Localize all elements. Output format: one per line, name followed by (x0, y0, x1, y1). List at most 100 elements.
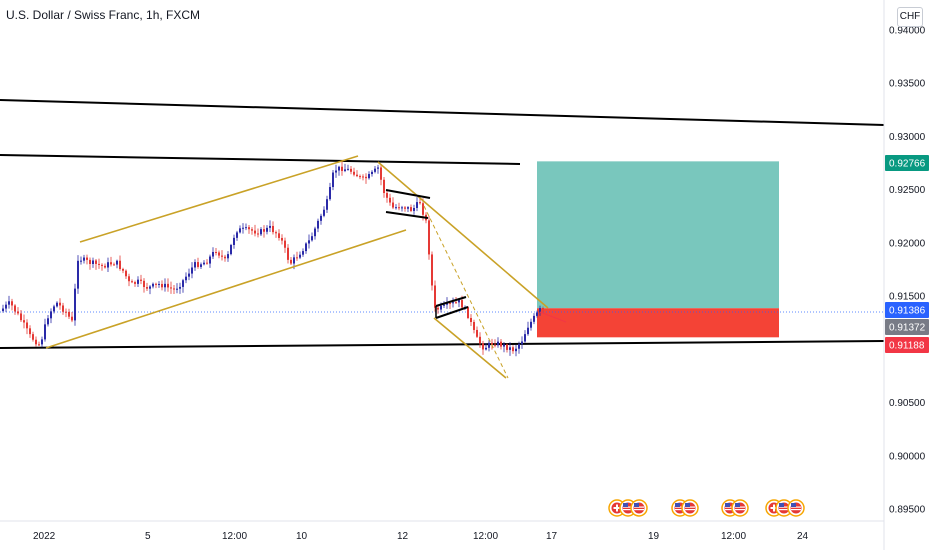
candle-body (128, 276, 130, 282)
time-axis[interactable]: 2022 5 12:00 10 12 12:00 17 19 12:00 24 (33, 531, 809, 542)
candle-body (494, 344, 496, 346)
candle-body (83, 257, 85, 261)
candle-body (2, 308, 4, 311)
candle-body (113, 264, 115, 266)
candle-body (473, 321, 475, 330)
falling-channel-upper-line[interactable] (377, 161, 549, 309)
candle-body (218, 252, 220, 256)
candle-body (542, 308, 544, 310)
candle-body (350, 168, 352, 172)
time-tick-label: 2022 (33, 531, 56, 542)
candle-body (56, 302, 58, 307)
candle-body (263, 229, 265, 232)
price-badge (885, 302, 929, 318)
price-tick-label: 0.89500 (889, 505, 926, 516)
candle-body (374, 168, 376, 172)
candle-body (71, 316, 73, 321)
candle-body (245, 227, 247, 229)
candle-body (101, 264, 103, 266)
candle-body (530, 321, 532, 328)
horizontal-resistance-line[interactable] (0, 154, 521, 165)
candle-body (386, 193, 388, 198)
us-flag-icon[interactable] (681, 499, 699, 517)
candle-body (170, 287, 172, 289)
candle-body (335, 170, 337, 173)
candle-body (116, 260, 118, 265)
candle-body (290, 259, 292, 264)
candle-body (488, 342, 490, 348)
us-flag-icon[interactable] (775, 499, 793, 517)
price-tick-label: 0.90000 (889, 451, 926, 462)
candle-body (197, 262, 199, 267)
candle-body (164, 283, 166, 288)
upper-resistance-line[interactable] (0, 99, 885, 126)
candle-body (506, 344, 508, 350)
candle-body (452, 302, 454, 304)
flag2-upper-line[interactable] (435, 296, 467, 307)
time-tick-label: 12:00 (222, 531, 247, 542)
candle-body (503, 344, 505, 347)
candle-body (380, 167, 382, 180)
candle-body (146, 287, 148, 289)
candle-body (269, 225, 271, 228)
candle-body (68, 311, 70, 317)
candle-body (314, 228, 316, 237)
candle-body (377, 167, 379, 169)
candle-body (482, 343, 484, 350)
candle-body (194, 262, 196, 268)
take-profit-zone[interactable] (537, 161, 779, 309)
candle-body (428, 220, 430, 255)
candle-body (23, 320, 25, 323)
candle-body (140, 279, 142, 281)
candle-body (383, 179, 385, 194)
candle-body (293, 257, 295, 264)
candle-body (257, 233, 259, 235)
candle-body (14, 305, 16, 312)
support-line[interactable] (0, 340, 885, 349)
price-badge-label: 0.91372 (889, 323, 926, 334)
us-flag-icon[interactable] (630, 499, 648, 517)
candle-body (518, 344, 520, 349)
candle-body (125, 270, 127, 277)
candle-body (437, 307, 439, 310)
channel-lower-line[interactable] (45, 229, 407, 349)
candle-body (416, 202, 418, 208)
drawn-trendlines[interactable] (0, 99, 885, 349)
candle-body (458, 300, 460, 303)
candle-body (80, 260, 82, 262)
falling-channel-lower-line[interactable] (433, 317, 507, 379)
candle-body (173, 288, 175, 290)
candle-body (131, 281, 133, 283)
candle-body (326, 199, 328, 210)
candle-body (371, 171, 373, 175)
flag-upper-line[interactable] (385, 189, 431, 199)
candle-body (17, 311, 19, 314)
time-tick-label: 24 (797, 531, 809, 542)
us-flag-icon[interactable] (731, 499, 749, 517)
flag-lower-line[interactable] (385, 211, 429, 219)
stop-loss-zone[interactable] (537, 308, 779, 338)
candle-body (347, 168, 349, 170)
candle-body (434, 285, 436, 308)
candle-body (449, 303, 451, 305)
candle-body (278, 233, 280, 238)
candle-body (86, 257, 88, 260)
channel-upper-line[interactable] (79, 155, 359, 243)
candle-body (119, 260, 121, 269)
us-flag-icon[interactable] (787, 499, 805, 517)
candle-body (200, 264, 202, 267)
currency-button[interactable]: CHF (897, 7, 923, 27)
candle-body (308, 240, 310, 244)
price-tick-label: 0.92500 (889, 185, 926, 196)
candle-body (89, 259, 91, 264)
economic-events[interactable] (608, 499, 805, 517)
pattern-overlay[interactable] (45, 155, 567, 379)
candle-body (395, 207, 397, 209)
projection-dashed-line[interactable] (423, 205, 509, 379)
candle-body (152, 283, 154, 287)
candle-body (512, 347, 514, 352)
flag2-lower-line[interactable] (435, 306, 469, 319)
candle-body (59, 302, 61, 306)
candle-body (230, 244, 232, 255)
